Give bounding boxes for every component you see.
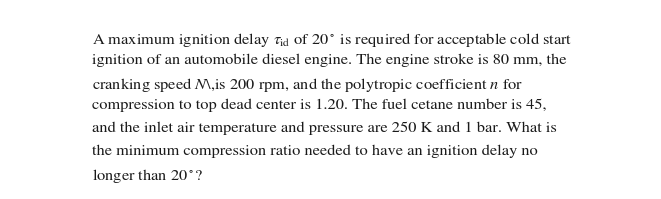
Text: ignition of an automobile diesel engine. The engine stroke is 80 mm, the: ignition of an automobile diesel engine.… xyxy=(92,54,566,67)
Text: the minimum compression ratio needed to have an ignition delay no: the minimum compression ratio needed to … xyxy=(92,144,537,158)
Text: and the inlet air temperature and pressure are 250 K and 1 bar. What is: and the inlet air temperature and pressu… xyxy=(92,121,557,135)
Text: A maximum ignition delay $\tau_{\mathrm{id}}$ of 20$^\circ$ is required for acce: A maximum ignition delay $\tau_{\mathrm{… xyxy=(92,31,572,49)
Text: compression to top dead center is 1.20. The fuel cetane number is 45,: compression to top dead center is 1.20. … xyxy=(92,99,547,112)
Text: cranking speed $\mathit{N}$\,is 200 rpm, and the polytropic coefficient $n$ for: cranking speed $\mathit{N}$\,is 200 rpm,… xyxy=(92,76,524,94)
Text: longer than 20$^\circ$?: longer than 20$^\circ$? xyxy=(92,167,204,185)
